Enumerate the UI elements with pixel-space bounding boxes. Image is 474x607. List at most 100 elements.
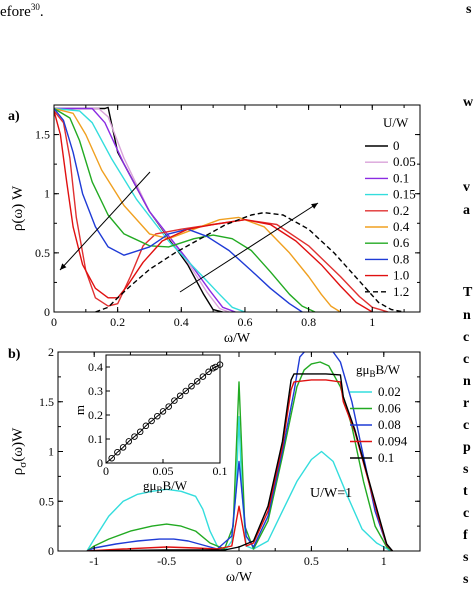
- series-line-0.08: [86, 352, 394, 551]
- inset-point: [148, 417, 155, 425]
- y-tick-label: 0: [48, 544, 54, 558]
- series-line-0.1: [86, 373, 394, 551]
- legend-label: 0.1: [393, 170, 409, 185]
- right-fragment: s: [463, 550, 469, 565]
- inset-point: [136, 428, 144, 436]
- x-tick-label: 0.8: [301, 315, 316, 329]
- legend-label: 0.1: [378, 450, 394, 465]
- x-tick-label: 0: [236, 554, 242, 568]
- inset-y-tick-label: 0.2: [88, 408, 103, 422]
- text-fragment-top-left: efore30.: [0, 2, 44, 20]
- legend-label: 0.6: [393, 235, 410, 250]
- inset-point: [176, 392, 184, 400]
- inset-x-tick-label: 0.1: [213, 464, 228, 478]
- inset-point: [216, 361, 224, 368]
- right-fragment: c: [463, 506, 470, 521]
- right-fragment: s: [463, 572, 469, 587]
- right-fragment: t: [463, 484, 468, 499]
- x-tick-label: 1: [381, 554, 387, 568]
- panel-label: b): [8, 347, 21, 362]
- series-line-0.1: [54, 107, 236, 312]
- legend-label: 0: [393, 138, 400, 153]
- legend-label: 0.8: [393, 251, 409, 266]
- panel-label: a): [8, 109, 20, 124]
- series-group: [86, 352, 394, 551]
- x-tick-label: 0.4: [174, 315, 189, 329]
- inset-line: [105, 364, 221, 464]
- right-fragment: w: [463, 95, 474, 110]
- inset-x-tick-label: 0.05: [153, 464, 174, 478]
- legend-label: 0.05: [393, 154, 416, 169]
- annotation-label: U/W=1: [310, 486, 352, 501]
- x-tick-label: 0.2: [110, 315, 125, 329]
- inset-point: [188, 382, 195, 390]
- y-tick-label: 0.5: [39, 494, 54, 508]
- right-fragment: v: [463, 180, 470, 195]
- plot-frame: [53, 104, 421, 313]
- right-fragment: T: [463, 285, 473, 300]
- text-fragment-top-right: s: [466, 2, 472, 17]
- series-line-0.15: [54, 107, 246, 312]
- y-tick-label: 1: [48, 445, 54, 459]
- y-axis-label: ρ(ω) W: [10, 185, 26, 231]
- series-line-1.2: [95, 211, 405, 312]
- right-fragment: r: [463, 396, 470, 411]
- inset-point: [119, 444, 127, 451]
- y-axis-label: ρσ(ω)W: [10, 427, 29, 475]
- legend-label: 0.094: [378, 434, 408, 449]
- right-fragment: c: [463, 418, 470, 433]
- legend-label: 0.06: [378, 401, 401, 416]
- x-tick-label: 0: [51, 315, 57, 329]
- y-tick-label: 1.5: [35, 128, 50, 142]
- inset-point: [199, 373, 207, 380]
- legend-label: 0.2: [393, 203, 409, 218]
- x-tick-label: -0.5: [157, 554, 176, 568]
- series-line-1.0: [54, 110, 373, 312]
- x-tick-label: 1: [369, 315, 375, 329]
- right-fragment: c: [463, 352, 470, 367]
- right-fragment: s: [463, 462, 469, 477]
- x-tick-label: 0.5: [304, 554, 319, 568]
- inset-point: [165, 403, 172, 410]
- inset-plot: 0 0.05 0.1 0 0.1 0.2 0.3 0.4 m gμBB/W: [72, 354, 228, 495]
- inset-y-tick-label: 0.4: [88, 360, 103, 374]
- legend-title: U/W: [383, 115, 409, 130]
- right-fragment: c: [463, 330, 470, 345]
- inset-point: [142, 422, 150, 430]
- inset-point: [171, 397, 178, 404]
- legend-title: gμBB/W: [356, 362, 401, 379]
- legend-label: 1.2: [393, 284, 409, 299]
- right-fragment: n: [463, 374, 471, 389]
- inset-point: [108, 454, 115, 462]
- arrow-left: [59, 171, 151, 271]
- arrow-right-head: [311, 203, 318, 209]
- y-tick-label: 2: [48, 345, 54, 359]
- series-group: [54, 106, 405, 312]
- series-line-0.6: [54, 107, 316, 312]
- inset-point: [205, 368, 212, 376]
- inset-point: [159, 408, 167, 415]
- x-tick-label: -1: [89, 554, 99, 568]
- inset-point: [182, 387, 190, 395]
- x-axis-label: ω/W: [226, 570, 253, 585]
- inset-point: [125, 438, 133, 445]
- inset-x-label: gμBB/W: [143, 478, 188, 495]
- inset-x-tick-label: 0: [103, 464, 109, 478]
- right-fragment: f: [463, 528, 468, 543]
- legend-label: 1.0: [393, 268, 409, 283]
- legend: U/W 00.050.1 0.150.20.40.60.8 1.01.2: [365, 115, 416, 299]
- legend-label: 0.15: [393, 187, 416, 202]
- y-tick-label: 0.5: [35, 246, 50, 260]
- y-tick-label: 0: [44, 305, 50, 319]
- arrow-left-head: [60, 263, 67, 270]
- legend-label: 0.02: [378, 384, 401, 399]
- right-fragment: n: [463, 308, 471, 323]
- x-axis-label: ω/W: [224, 331, 251, 346]
- inset-point: [131, 433, 138, 440]
- legend-label: 0.4: [393, 219, 410, 234]
- inset-y-tick-label: 0.3: [88, 384, 103, 398]
- y-tick-label: 1.5: [39, 395, 54, 409]
- inset-point: [114, 448, 121, 456]
